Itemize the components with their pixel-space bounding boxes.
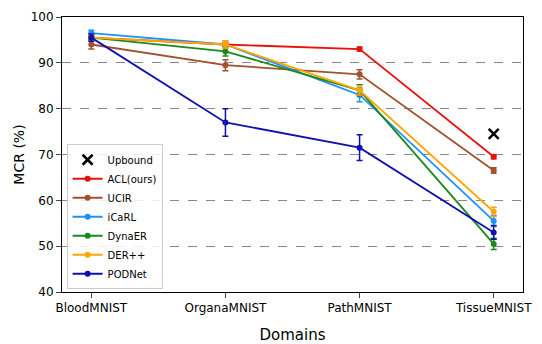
svg-text:90: 90	[38, 56, 53, 70]
svg-text:80: 80	[38, 102, 53, 116]
svg-text:DER++: DER++	[108, 250, 146, 261]
svg-text:TissueMNIST: TissueMNIST	[455, 301, 532, 315]
svg-text:BloodMNIST: BloodMNIST	[55, 301, 127, 315]
svg-text:PathMNIST: PathMNIST	[327, 301, 392, 315]
svg-text:Upbound: Upbound	[108, 155, 153, 166]
svg-text:UCIR: UCIR	[108, 193, 132, 204]
svg-text:PODNet: PODNet	[108, 269, 147, 280]
svg-text:ACL(ours): ACL(ours)	[108, 174, 157, 185]
svg-text:50: 50	[38, 239, 53, 253]
svg-text:DynaER: DynaER	[108, 231, 147, 242]
svg-text:OrganaMNIST: OrganaMNIST	[184, 301, 267, 315]
svg-text:iCaRL: iCaRL	[108, 212, 137, 223]
svg-text:100: 100	[31, 10, 54, 24]
svg-text:MCR (%): MCR (%)	[11, 124, 27, 184]
svg-text:70: 70	[38, 148, 53, 162]
svg-text:60: 60	[38, 194, 53, 208]
svg-text:Domains: Domains	[259, 326, 325, 344]
svg-text:40: 40	[38, 285, 53, 299]
